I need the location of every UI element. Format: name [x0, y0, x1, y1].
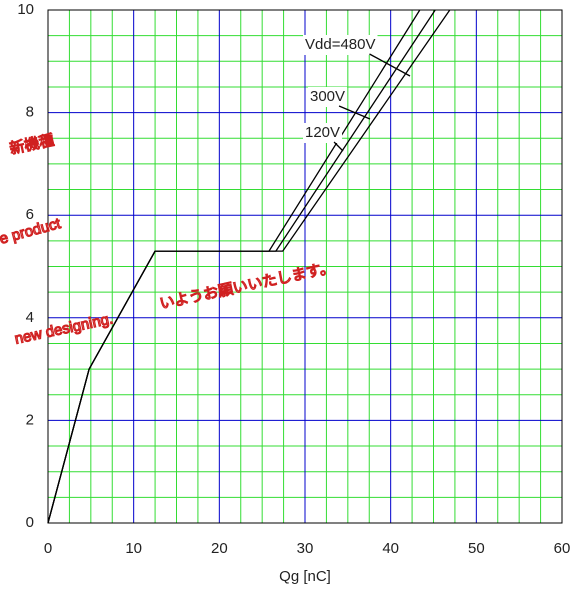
series-label: Vdd=480V: [305, 36, 375, 53]
x-axis-label: Qg [nC]: [279, 568, 331, 585]
line: [47, 9, 451, 524]
leader-line: [338, 105, 371, 120]
x-tick-label: 60: [554, 540, 571, 557]
y-tick-label: 10: [17, 1, 34, 18]
y-tick-label: 6: [26, 206, 34, 223]
label-bg: [308, 87, 348, 107]
y-tick-label: 4: [26, 309, 34, 326]
leader-line: [369, 53, 411, 77]
leader-line: [333, 141, 344, 152]
y-tick-label: 8: [26, 104, 34, 121]
watermark: 新機種: [8, 132, 56, 158]
annotations: 120V 300V Vdd=480V: [303, 35, 411, 152]
label-bg: [303, 35, 378, 55]
marks: [47, 9, 451, 524]
label-bg: [303, 123, 343, 143]
series-label: 300V: [310, 88, 345, 105]
series-label: 120V: [305, 124, 340, 141]
x-tick-label: 20: [211, 540, 228, 557]
x-tick-label: 10: [125, 540, 142, 557]
x-tick-label: 30: [297, 540, 314, 557]
watermark: いようお願いいたします。: [158, 259, 336, 313]
x-tick-label: 50: [468, 540, 485, 557]
grid: [47, 9, 563, 524]
plot-frame: [47, 9, 563, 524]
x-tick-label: 40: [382, 540, 399, 557]
y-tick-label: 0: [26, 514, 34, 531]
y-tick-label: 2: [26, 411, 34, 428]
x-tick-label: 0: [44, 540, 52, 557]
